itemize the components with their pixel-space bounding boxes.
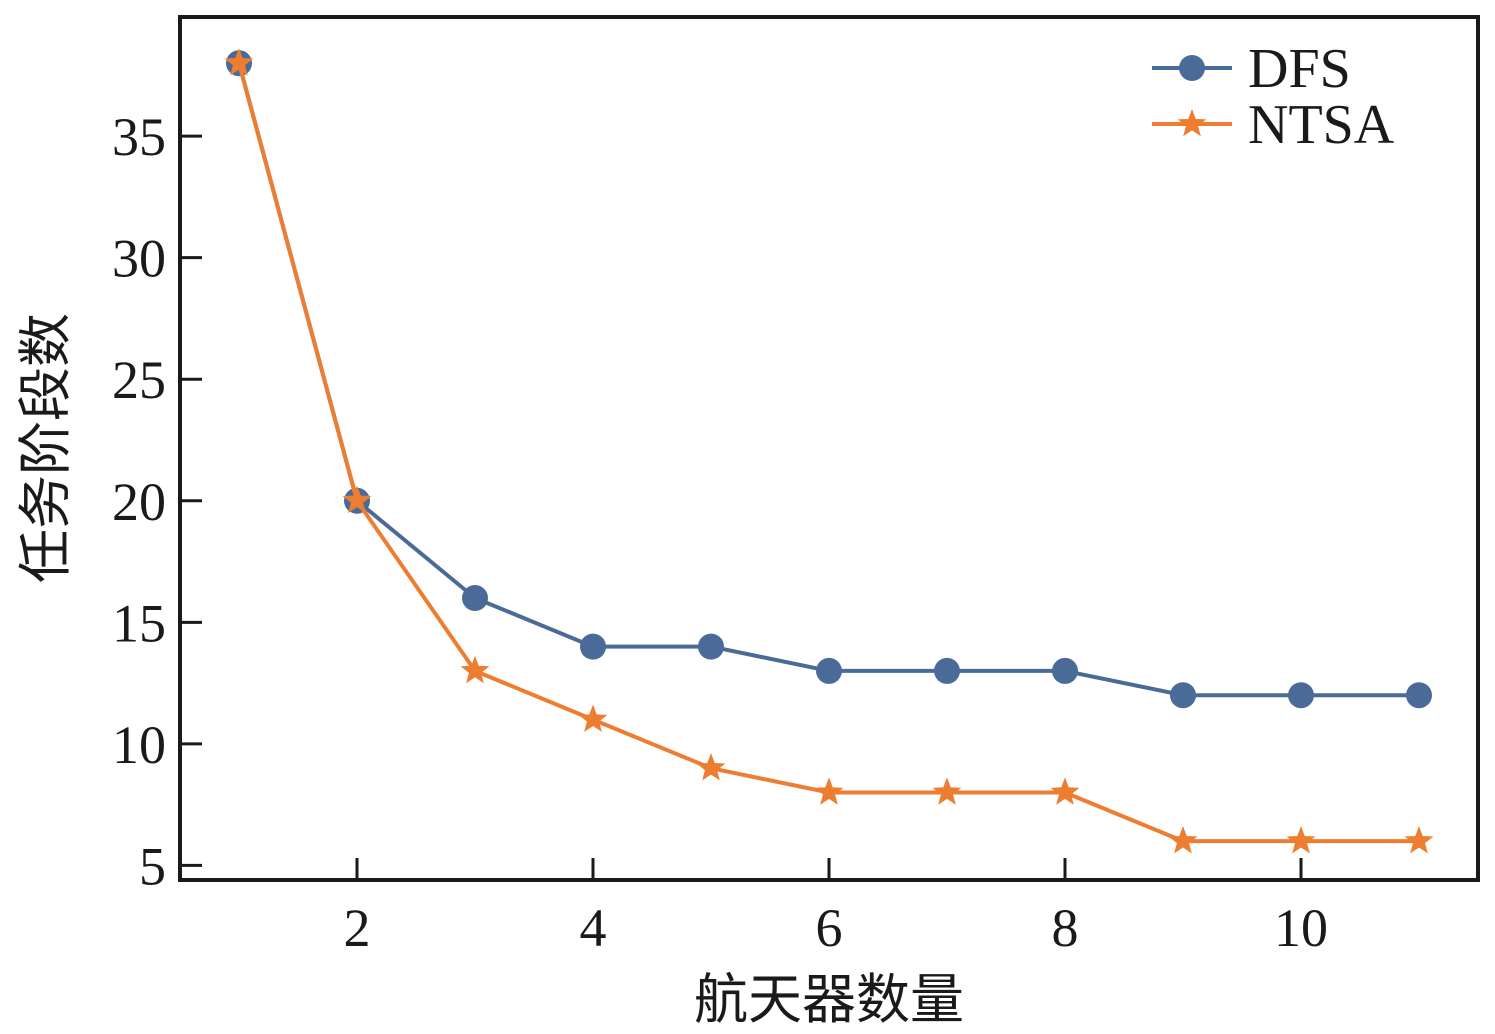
dfs-point	[1288, 682, 1314, 709]
series-ntsa	[224, 48, 1434, 854]
x-tick-label: 6	[816, 898, 843, 958]
y-tick-label: 15	[112, 593, 166, 653]
y-axis-title: 任务阶段数	[14, 313, 77, 583]
legend-item-dfs: DFS	[1152, 38, 1351, 100]
x-tick-label: 8	[1052, 898, 1079, 958]
ntsa-point	[1168, 825, 1198, 854]
ntsa-line	[237, 62, 1419, 844]
ntsa-point	[696, 753, 726, 781]
y-tick-label: 35	[112, 107, 166, 167]
legend-item-ntsa: NTSA	[1152, 94, 1395, 156]
ntsa-point	[342, 485, 372, 514]
ntsa-point	[1286, 825, 1316, 854]
series-layer	[224, 48, 1434, 854]
legend-swatch-marker	[1177, 108, 1207, 137]
dfs-point	[462, 585, 488, 612]
ntsa-point	[1404, 825, 1434, 854]
dfs-point	[698, 633, 724, 660]
ntsa-point	[932, 777, 962, 805]
ntsa-point	[578, 704, 608, 732]
x-axis-title: 航天器数量	[694, 968, 964, 1031]
series-dfs	[226, 50, 1432, 709]
ntsa-point	[814, 777, 844, 805]
dfs-point	[1170, 682, 1196, 709]
x-tick-label: 10	[1274, 898, 1328, 958]
axis-ticks: 2 4 6 8 10 5 10 15 20 25 30 35	[112, 107, 1328, 958]
legend-label: DFS	[1248, 38, 1351, 100]
plot-frame	[178, 15, 1480, 882]
y-tick-label: 30	[112, 229, 166, 289]
y-tick-label: 10	[112, 715, 166, 775]
legend-swatch-marker	[1179, 55, 1205, 81]
dfs-point	[1052, 657, 1078, 684]
x-tick-label: 4	[580, 898, 607, 958]
legend-label: NTSA	[1248, 94, 1395, 156]
dfs-point	[1406, 682, 1432, 709]
y-tick-label: 20	[112, 472, 166, 532]
y-tick-label: 5	[139, 836, 166, 896]
dfs-line	[237, 62, 1419, 698]
ntsa-point	[224, 48, 254, 76]
ntsa-point	[460, 655, 490, 684]
y-tick-label: 25	[112, 350, 166, 410]
ntsa-point	[1050, 777, 1080, 805]
dfs-point	[816, 657, 842, 684]
x-tick-label: 2	[344, 898, 371, 958]
dfs-point	[580, 633, 606, 660]
dfs-point	[934, 657, 960, 684]
